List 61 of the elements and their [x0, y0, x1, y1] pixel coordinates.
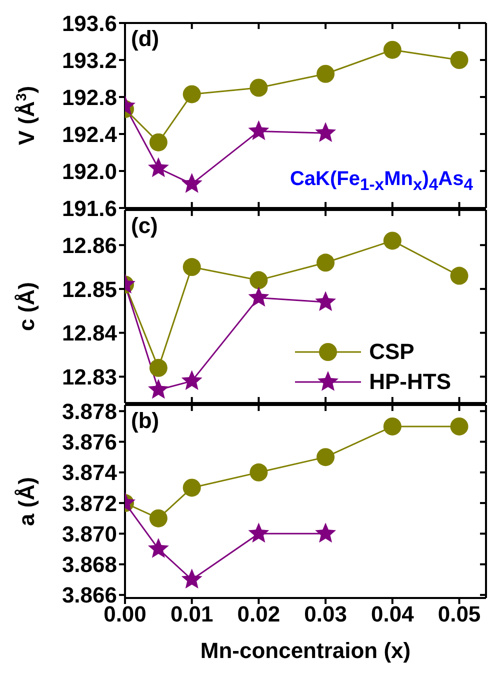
y-tick-label: 3.868 — [62, 552, 117, 578]
point — [248, 120, 270, 140]
x-tick-label: 0.05 — [438, 602, 481, 627]
point — [315, 291, 336, 312]
point — [248, 286, 270, 307]
point — [181, 370, 202, 390]
y-tick-label: 192.8 — [62, 84, 117, 110]
y-tick-label: 191.6 — [62, 196, 117, 221]
point — [316, 448, 335, 466]
point — [383, 232, 402, 250]
y-tick-label: 3.876 — [62, 430, 117, 455]
point — [316, 254, 335, 272]
x-tick-label: 0.01 — [170, 602, 214, 627]
point — [148, 157, 169, 178]
point — [316, 64, 335, 83]
x-tick-label: 0.02 — [237, 602, 280, 627]
y-tick-label: 192.0 — [62, 158, 117, 184]
y-tick-label: 193.2 — [62, 48, 117, 73]
x-tick-label: 0.04 — [370, 602, 415, 627]
y-axis-title: c (Å) — [14, 282, 39, 331]
annotation: (b) — [131, 408, 160, 434]
point — [148, 378, 169, 399]
y-tick-label: 12.85 — [62, 276, 117, 302]
point — [181, 568, 202, 589]
point — [250, 463, 268, 482]
x-axis-title: Mn-concentraion (x) — [200, 638, 411, 663]
point — [149, 133, 168, 152]
point — [149, 509, 168, 528]
point — [182, 85, 201, 104]
point — [383, 417, 402, 436]
point — [149, 358, 168, 377]
y-tick-label: 192.4 — [62, 122, 118, 147]
y-tick-label: 193.6 — [62, 10, 117, 36]
point — [315, 122, 336, 142]
point — [182, 478, 201, 497]
annotation: (d) — [131, 26, 160, 52]
y-tick-label: 3.870 — [62, 521, 117, 546]
legend-label: HP-HTS — [369, 369, 451, 395]
y-tick-label: 3.872 — [62, 490, 117, 516]
x-tick-label: 0.03 — [304, 602, 347, 627]
annotation: CaK(Fe$_{1-x}$Mn$_{x}$)$_{4}$As$_{4}$ — [290, 168, 473, 195]
point — [181, 172, 202, 193]
point — [148, 538, 169, 558]
point — [450, 51, 468, 69]
point — [383, 40, 402, 59]
point — [182, 258, 201, 276]
annotation: (c) — [131, 213, 158, 239]
point — [315, 522, 336, 543]
point — [250, 271, 268, 290]
point — [450, 417, 468, 436]
x-tick-label: 0.00 — [104, 602, 146, 627]
y-tick-label: 12.84 — [62, 320, 118, 346]
y-tick-label: 12.83 — [62, 364, 117, 390]
point — [248, 522, 270, 543]
point — [450, 266, 468, 285]
y-tick-label: 12.86 — [62, 232, 117, 258]
y-tick-label: 3.874 — [62, 460, 118, 486]
legend-label: CSP — [369, 339, 414, 365]
y-tick-label: 3.878 — [62, 398, 117, 424]
y-axis-title: a (Å) — [14, 477, 39, 526]
point — [250, 78, 268, 97]
